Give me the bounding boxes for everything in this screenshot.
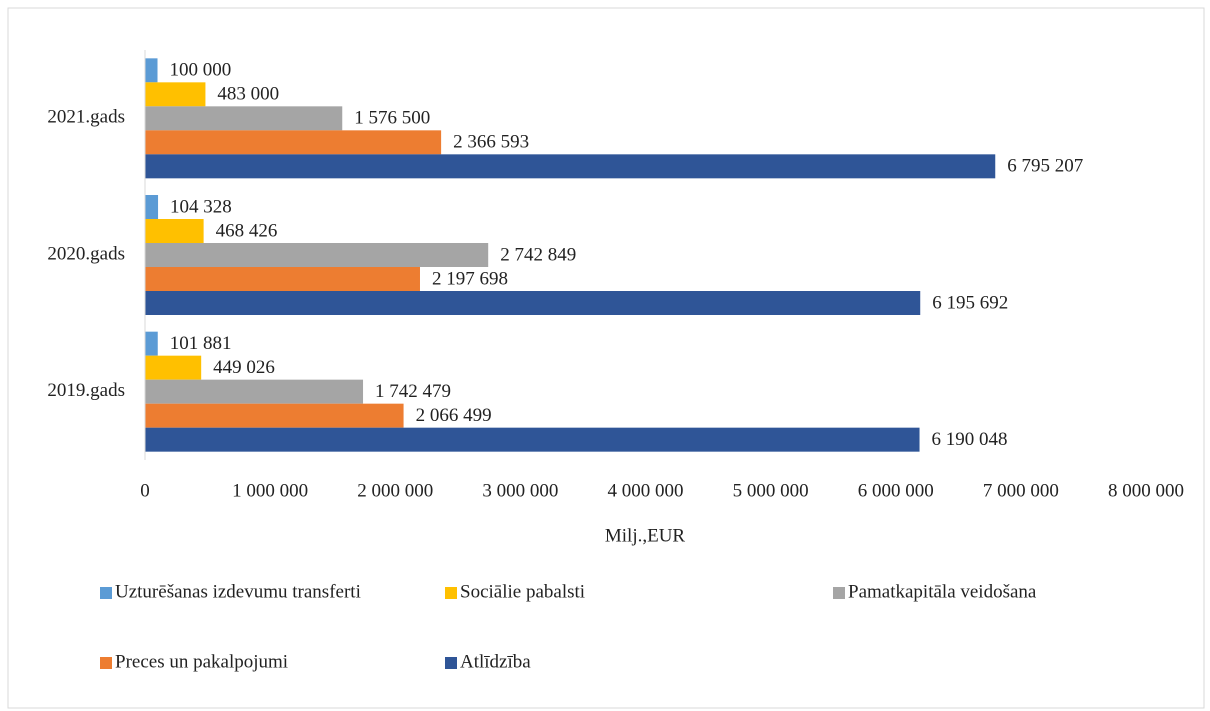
y-tick-label: 2021.gads (47, 107, 125, 128)
bar (145, 403, 404, 428)
data-label: 449 026 (213, 357, 275, 378)
x-tick-label: 1 000 000 (232, 480, 308, 501)
x-axis-title: Milj.,EUR (605, 525, 686, 546)
y-tick-label: 2019.gads (47, 380, 125, 401)
x-tick-label: 2 000 000 (357, 480, 433, 501)
bar (145, 379, 364, 404)
x-tick-label: 4 000 000 (608, 480, 684, 501)
data-label: 2 066 499 (416, 405, 492, 426)
data-label: 6 195 692 (932, 292, 1008, 313)
bar (145, 82, 206, 107)
data-label: 101 881 (170, 333, 232, 354)
legend-swatch (445, 657, 457, 669)
data-label: 1 742 479 (375, 381, 451, 402)
data-label: 100 000 (170, 60, 232, 81)
y-tick-label: 2020.gads (47, 243, 125, 264)
bar (145, 243, 489, 267)
bar (145, 58, 158, 83)
data-label: 468 426 (216, 220, 278, 241)
x-tick-label: 0 (140, 480, 150, 501)
legend-swatch (100, 657, 112, 669)
legend-swatch (100, 587, 112, 599)
legend-label: Uzturēšanas izdevumu transferti (115, 581, 361, 602)
legend-label: Sociālie pabalsti (460, 581, 585, 602)
legend-label: Preces un pakalpojumi (115, 651, 288, 672)
data-label: 1 576 500 (354, 108, 430, 129)
legend-label: Atlīdzība (460, 651, 531, 672)
data-label: 2 742 849 (500, 244, 576, 265)
x-tick-label: 3 000 000 (482, 480, 558, 501)
legend-swatch (833, 587, 845, 599)
bar (145, 355, 202, 380)
bar (145, 331, 158, 356)
bar (145, 130, 442, 155)
x-tick-label: 8 000 000 (1108, 480, 1184, 501)
data-label: 2 366 593 (453, 132, 529, 153)
bar (145, 106, 343, 131)
bar (145, 291, 921, 315)
legend-label: Pamatkapitāla veidošana (848, 581, 1037, 602)
x-tick-label: 7 000 000 (983, 480, 1059, 501)
x-tick-label: 6 000 000 (858, 480, 934, 501)
bar (145, 427, 920, 452)
bar (145, 219, 204, 243)
bar (145, 154, 996, 179)
bar (145, 267, 420, 291)
data-label: 2 197 698 (432, 268, 508, 289)
data-label: 104 328 (170, 196, 232, 217)
x-tick-label: 5 000 000 (733, 480, 809, 501)
data-label: 6 190 048 (932, 429, 1008, 450)
data-label: 483 000 (217, 84, 279, 105)
legend-swatch (445, 587, 457, 599)
bar (145, 195, 159, 219)
data-label: 6 795 207 (1007, 156, 1083, 177)
